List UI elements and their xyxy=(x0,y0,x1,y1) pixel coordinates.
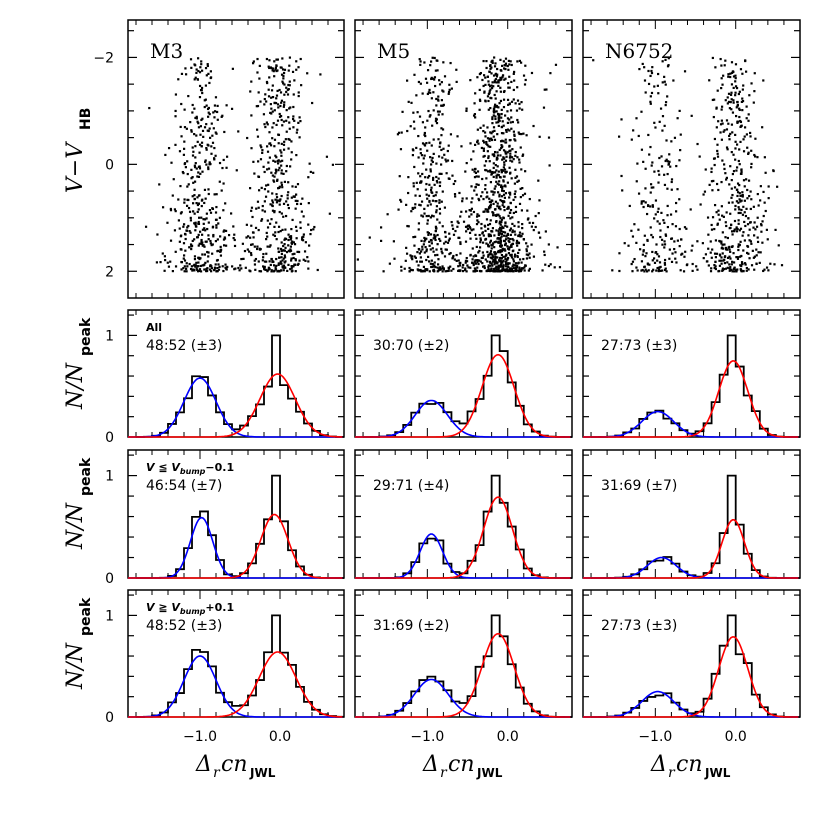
ratio-label: 27:73 (±3) xyxy=(601,338,677,354)
svg-text:N/N: N/N xyxy=(63,642,88,690)
ratio-label: 31:69 (±7) xyxy=(601,478,677,494)
red-fit-curve xyxy=(583,360,799,438)
hist-panel-n6752-2: 31:69 (±7) xyxy=(582,449,801,579)
red-fit-curve xyxy=(355,496,571,579)
ytick-label: 0 xyxy=(105,710,114,726)
xlabel-n6752: Δ r cn JWL xyxy=(650,752,731,781)
ytick-label: 1 xyxy=(105,328,114,344)
xtick-label: −1.0 xyxy=(183,729,217,745)
hist-panel-n6752-1: 27:73 (±3) xyxy=(582,309,801,438)
cluster-label: N6752 xyxy=(605,39,673,63)
ylabel-hist-2: N/N peak xyxy=(63,457,94,550)
xlabel-m5: Δ r cn JWL xyxy=(422,752,503,781)
svg-text:JWL: JWL xyxy=(476,766,503,780)
xtick-label: 0.0 xyxy=(269,729,291,745)
svg-text:N/N: N/N xyxy=(63,362,88,410)
blue-fit-curve xyxy=(128,377,343,438)
ylabel-top: V−V HB xyxy=(63,108,94,194)
xtick-label: −1.0 xyxy=(638,729,672,745)
panels: M3 −2 0 2 0 1 All 48:52 (±3) 0 1 V ≦ Vbump−0.1 46:5… xyxy=(93,19,801,745)
cluster-label: M5 xyxy=(377,39,410,63)
cmd-panel-n6752: N6752 xyxy=(582,19,801,299)
blue-fit-curve xyxy=(583,690,799,718)
blue-fit-curve xyxy=(128,516,343,579)
ratio-label: 27:73 (±3) xyxy=(601,618,677,634)
svg-text:cn: cn xyxy=(221,752,248,777)
subset-label: V ≦ Vbump−0.1 xyxy=(146,461,234,476)
ratio-label: 46:54 (±7) xyxy=(146,478,222,494)
xtick-label: −1.0 xyxy=(410,729,444,745)
red-fit-curve xyxy=(128,513,343,579)
ylabel-hist-1: N/N peak xyxy=(63,317,94,410)
svg-text:cn: cn xyxy=(676,752,703,777)
svg-text:peak: peak xyxy=(78,457,94,496)
subset-label: V ≧ Vbump+0.1 xyxy=(146,601,234,616)
xtick-label: 0.0 xyxy=(497,729,519,745)
cmd-panel-m3: M3 −2 0 2 xyxy=(93,19,345,299)
ratio-label: 48:52 (±3) xyxy=(146,618,222,634)
blue-fit-curve xyxy=(583,410,799,438)
ytick-label: 1 xyxy=(105,469,114,485)
ratio-label: 31:69 (±2) xyxy=(373,618,449,634)
scatter-points xyxy=(144,56,335,273)
scatter-points xyxy=(592,56,784,273)
ratio-label: 30:70 (±2) xyxy=(373,338,449,354)
svg-text:cn: cn xyxy=(448,752,475,777)
hist-panel-m3-1: 0 1 All 48:52 (±3) xyxy=(105,309,345,446)
blue-fit-curve xyxy=(355,399,571,438)
svg-text:HB: HB xyxy=(78,108,94,130)
hist-panel-m5-2: 29:71 (±4) xyxy=(354,449,573,579)
ytick-label: 2 xyxy=(105,264,114,280)
ratio-label: 29:71 (±4) xyxy=(373,478,449,494)
xtick-label: 0.0 xyxy=(725,729,747,745)
scatter-points xyxy=(356,56,562,273)
ytick-label: 0 xyxy=(105,430,114,446)
hist-panel-m3-3: 0 1 −1.0 0.0 V ≧ Vbump+0.1 48:52 (±3) xyxy=(105,589,345,745)
xlabel-m3: Δ r cn JWL xyxy=(195,752,276,781)
subset-label: All xyxy=(146,321,162,334)
ytick-label: 0 xyxy=(105,157,114,173)
svg-text:r: r xyxy=(440,765,448,781)
ytick-label: 1 xyxy=(105,608,114,624)
red-fit-curve xyxy=(128,373,343,438)
cmd-panel-m5: M5 xyxy=(354,19,573,299)
svg-text:Δ: Δ xyxy=(650,752,667,777)
ratio-label: 48:52 (±3) xyxy=(146,338,222,354)
ylabel-hist-3: N/N peak xyxy=(63,597,94,690)
histogram xyxy=(590,334,800,438)
blue-fit-curve xyxy=(128,655,343,718)
red-fit-curve xyxy=(128,651,343,718)
ytick-label: −2 xyxy=(93,50,114,66)
cluster-label: M3 xyxy=(150,39,183,63)
red-fit-curve xyxy=(583,636,799,718)
svg-text:JWL: JWL xyxy=(704,766,731,780)
red-fit-curve xyxy=(355,632,571,718)
ytick-label: 0 xyxy=(105,571,114,587)
hist-panel-m5-3: −1.0 0.0 31:69 (±2) xyxy=(354,589,573,745)
svg-text:JWL: JWL xyxy=(249,766,276,780)
svg-text:V−V: V−V xyxy=(63,141,88,193)
svg-text:peak: peak xyxy=(78,597,94,636)
hist-panel-m5-1: 30:70 (±2) xyxy=(354,309,573,438)
svg-text:r: r xyxy=(668,765,676,781)
blue-fit-curve xyxy=(583,556,799,579)
svg-text:N/N: N/N xyxy=(63,502,88,550)
blue-fit-curve xyxy=(355,533,571,579)
svg-text:Δ: Δ xyxy=(195,752,212,777)
svg-text:Δ: Δ xyxy=(422,752,439,777)
hist-panel-m3-2: 0 1 V ≦ Vbump−0.1 46:54 (±7) xyxy=(105,449,345,587)
red-fit-curve xyxy=(355,353,571,438)
hist-panel-n6752-3: −1.0 0.0 27:73 (±3) xyxy=(582,589,801,745)
svg-text:peak: peak xyxy=(78,317,94,356)
histogram xyxy=(135,334,344,438)
red-fit-curve xyxy=(583,519,799,579)
svg-text:r: r xyxy=(213,765,221,781)
histogram xyxy=(135,614,344,718)
